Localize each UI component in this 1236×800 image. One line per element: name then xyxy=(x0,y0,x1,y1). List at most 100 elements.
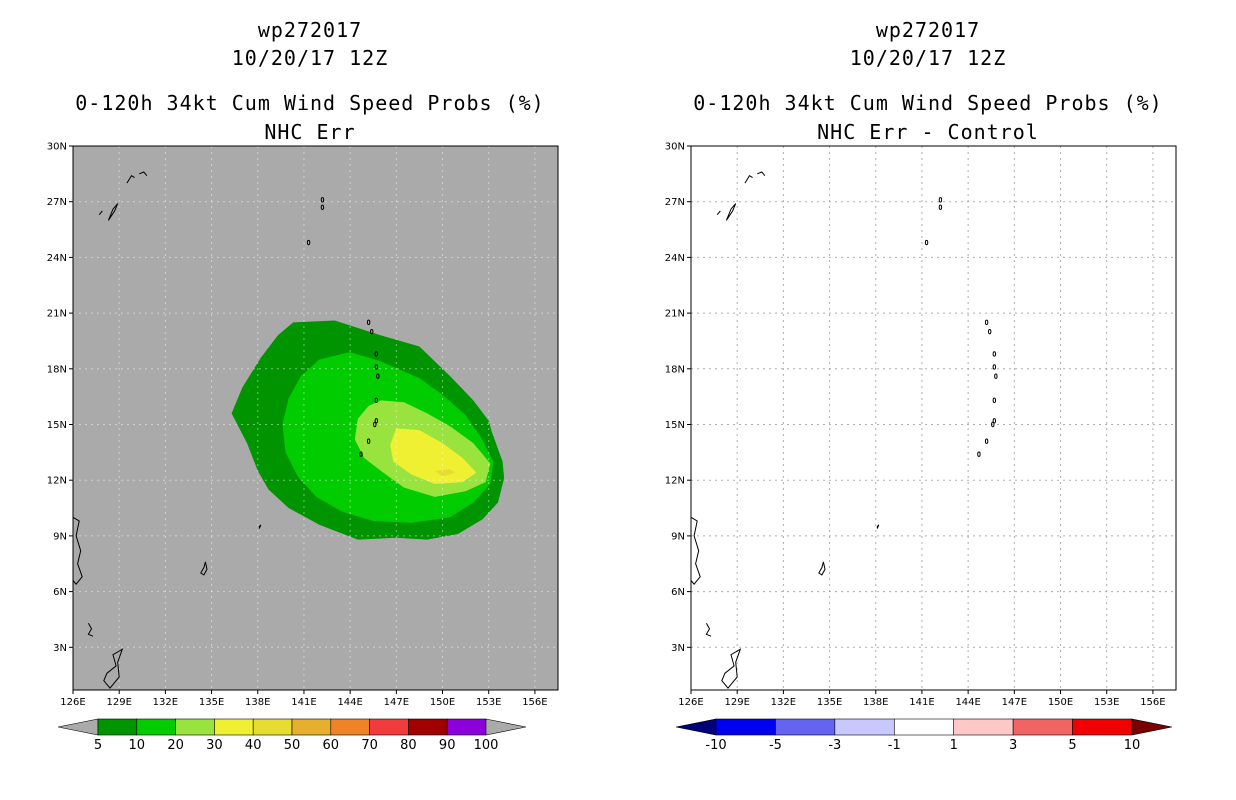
island xyxy=(924,239,929,246)
x-tick-label: 138E xyxy=(245,697,270,708)
island xyxy=(376,373,380,379)
coastline xyxy=(72,516,83,585)
left-storm-id: wp272017 xyxy=(257,18,363,42)
x-tick-label: 150E xyxy=(1048,697,1073,708)
coastline xyxy=(258,524,262,529)
legend-swatch xyxy=(291,718,332,736)
legend-label: 50 xyxy=(284,738,301,753)
legend-swatch xyxy=(175,718,215,736)
legend-label: 100 xyxy=(474,738,499,753)
coastline xyxy=(126,175,135,184)
legend-label: 40 xyxy=(245,738,262,753)
legend-label: 20 xyxy=(167,738,184,753)
right-storm-id: wp272017 xyxy=(875,18,981,42)
y-tick-label: 30N xyxy=(665,142,685,153)
legend-label: 1 xyxy=(950,738,958,753)
island xyxy=(320,204,325,210)
x-tick-label: 138E xyxy=(863,697,888,708)
x-tick-label: 147E xyxy=(384,697,409,708)
coastline xyxy=(716,210,721,216)
island xyxy=(366,438,371,444)
legend-swatch xyxy=(136,718,176,736)
x-tick-label: 147E xyxy=(1002,697,1027,708)
island xyxy=(938,197,943,203)
right-product-title: 0-120h 34kt Cum Wind Speed Probs (%) xyxy=(693,91,1163,115)
legend-label: -1 xyxy=(888,738,901,753)
island xyxy=(992,351,997,357)
island xyxy=(359,451,363,457)
legend-label: -10 xyxy=(705,738,726,753)
legend-label: 90 xyxy=(439,738,456,753)
x-tick-label: 141E xyxy=(291,697,316,708)
y-tick-label: 12N xyxy=(665,476,685,487)
legend-colorbar: -10 -5 -3 -1 1 3 5 10 xyxy=(675,718,1173,753)
x-tick-label: 141E xyxy=(909,697,934,708)
map-frame xyxy=(690,145,1177,691)
legend-label: 30 xyxy=(206,738,223,753)
legend-swatch xyxy=(953,718,1014,736)
y-tick-label: 3N xyxy=(671,643,685,654)
island xyxy=(992,364,997,370)
coastline xyxy=(103,648,124,689)
x-tick-label: 144E xyxy=(337,697,362,708)
legend-swatch-low xyxy=(675,718,717,736)
y-tick-label: 21N xyxy=(47,309,67,320)
legend-swatch-low xyxy=(57,718,99,736)
coastline xyxy=(818,561,826,576)
island xyxy=(306,239,311,246)
legend-label: 3 xyxy=(1009,738,1017,753)
island xyxy=(992,418,997,424)
legend-swatch xyxy=(252,718,293,736)
coastline xyxy=(690,516,701,585)
x-tick-label: 129E xyxy=(724,697,749,708)
x-tick-label: 135E xyxy=(199,697,224,708)
coastline xyxy=(139,171,148,177)
coastline xyxy=(744,175,753,184)
x-tick-label: 153E xyxy=(1094,697,1119,708)
legend-label: 80 xyxy=(400,738,417,753)
y-tick-label: 6N xyxy=(671,587,685,598)
coastline xyxy=(98,210,103,216)
island xyxy=(373,421,377,428)
coastline xyxy=(876,524,880,529)
x-tick-label: 150E xyxy=(430,697,455,708)
legend-colorbar: 5 10 20 30 40 50 60 70 80 90 100 xyxy=(57,718,527,753)
y-tick-label: 27N xyxy=(47,197,67,208)
y-tick-label: 24N xyxy=(47,253,67,264)
legend-label: 5 xyxy=(94,738,102,753)
legend-swatch xyxy=(408,718,448,736)
island xyxy=(369,328,374,335)
legend-swatch xyxy=(834,718,895,736)
coastline xyxy=(721,648,742,689)
right-subtitle: NHC Err - Control xyxy=(817,120,1039,144)
island xyxy=(994,373,998,379)
island xyxy=(984,438,989,444)
legend-label: -3 xyxy=(828,738,841,753)
coastline xyxy=(87,622,94,637)
y-tick-label: 12N xyxy=(47,476,67,487)
x-tick-label: 132E xyxy=(153,697,178,708)
left-subtitle: NHC Err xyxy=(264,120,356,144)
x-tick-label: 132E xyxy=(771,697,796,708)
island xyxy=(987,328,992,335)
island xyxy=(374,351,379,357)
island xyxy=(992,397,997,404)
right-difference-map: 126E 129E 132E 135E 138E 141E 144E 147E 150E 153E… xyxy=(665,142,1177,753)
contour-40 xyxy=(434,469,455,477)
coastline xyxy=(200,561,208,576)
x-tick-label: 156E xyxy=(522,697,547,708)
x-tick-label: 144E xyxy=(955,697,980,708)
left-product-title: 0-120h 34kt Cum Wind Speed Probs (%) xyxy=(75,91,545,115)
legend-swatch-high xyxy=(1131,718,1173,736)
island xyxy=(991,421,995,428)
legend-swatch xyxy=(446,718,487,736)
island xyxy=(984,319,989,326)
y-tick-label: 18N xyxy=(665,364,685,375)
legend-swatch xyxy=(715,718,776,736)
legend-label: 10 xyxy=(1124,738,1141,753)
left-date: 10/20/17 12Z xyxy=(231,46,389,70)
map-frame xyxy=(72,145,559,691)
map-background xyxy=(691,146,1176,690)
y-tick-label: 3N xyxy=(53,643,67,654)
island xyxy=(374,364,379,370)
